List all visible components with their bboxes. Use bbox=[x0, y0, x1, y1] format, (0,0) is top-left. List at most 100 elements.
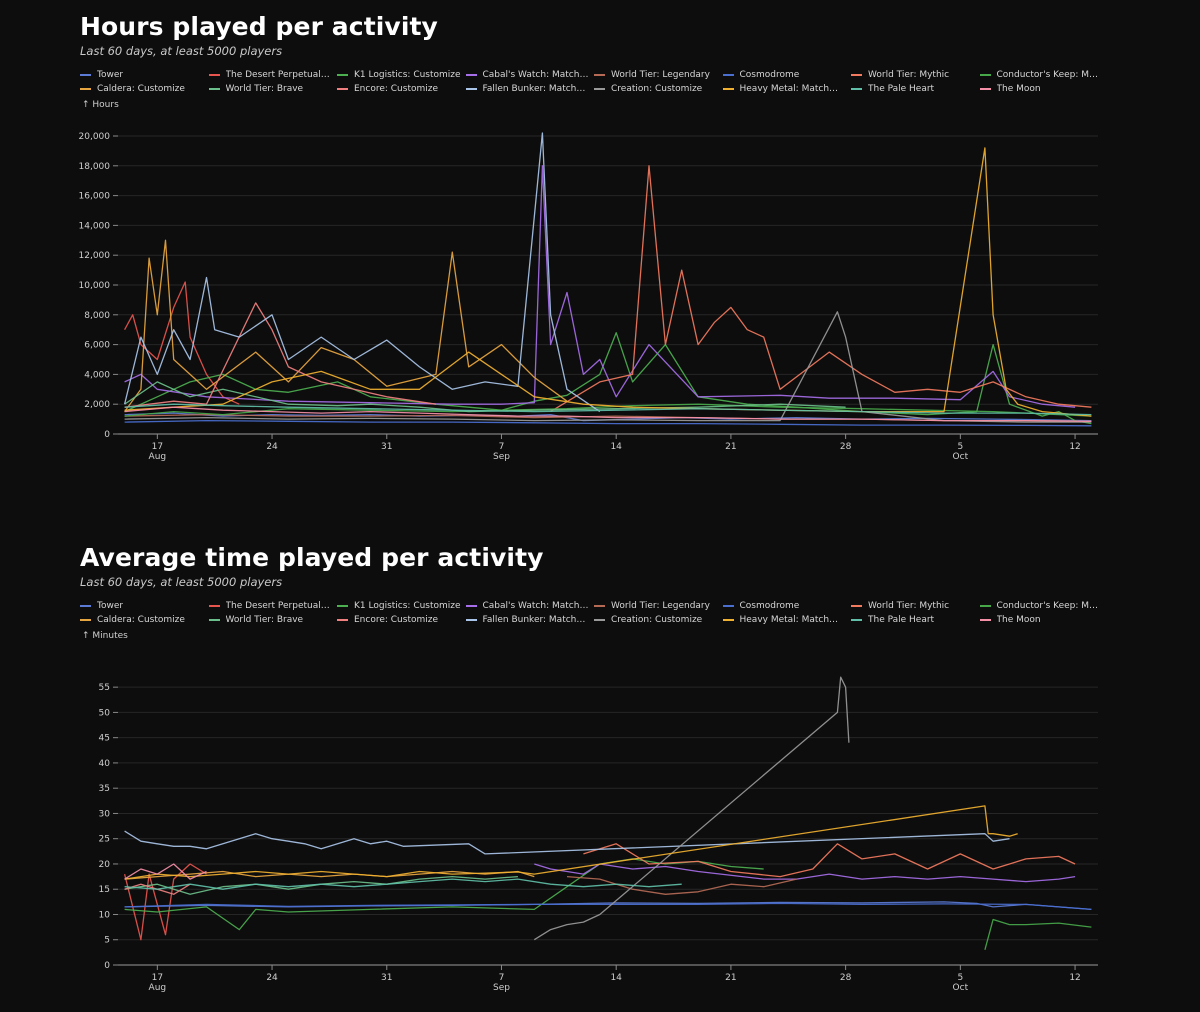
y-tick-label: 8,000 bbox=[84, 311, 110, 321]
chart-title: Average time played per activity bbox=[80, 543, 544, 572]
legend-item-tower[interactable]: Tower bbox=[80, 68, 204, 82]
legend-item-world-tier-legendary[interactable]: World Tier: Legendary bbox=[594, 68, 718, 82]
series-line-the-pale-heart bbox=[124, 878, 682, 890]
legend-item-conductor-s-keep-match[interactable]: Conductor's Keep: Match... bbox=[979, 68, 1104, 82]
legend-item-world-tier-mythic[interactable]: World Tier: Mythic bbox=[851, 68, 975, 82]
series-line-cosmodrome bbox=[124, 419, 1092, 427]
legend-item-encore-customize[interactable]: Encore: Customize bbox=[337, 82, 461, 96]
x-tick-label: 14 bbox=[610, 973, 622, 983]
legend-swatch bbox=[465, 619, 477, 621]
series-line-fallen-bunker-matchmade bbox=[123, 132, 601, 413]
y-tick-label: 4,000 bbox=[84, 370, 110, 380]
legend-item-cosmodrome[interactable]: Cosmodrome bbox=[722, 68, 847, 82]
legend-item-cosmodrome[interactable]: Cosmodrome bbox=[722, 599, 847, 613]
legend-item-fallen-bunker-matchmade[interactable]: Fallen Bunker: Matchmade bbox=[465, 82, 590, 96]
series-line-world-tier-mythic bbox=[550, 165, 1092, 413]
y-tick-label: 15 bbox=[99, 885, 110, 895]
legend-item-world-tier-legendary[interactable]: World Tier: Legendary bbox=[594, 599, 718, 613]
legend-swatch bbox=[722, 88, 734, 90]
x-tick-month-label: Sep bbox=[493, 983, 510, 993]
legend-swatch bbox=[80, 619, 91, 621]
series-line-caldera-customize bbox=[124, 239, 568, 412]
series-line-world-tier-legendary bbox=[566, 875, 797, 895]
legend-swatch bbox=[722, 74, 734, 76]
series-line-heavy-metal-matchmade bbox=[124, 805, 1018, 880]
chart-subtitle: Last 60 days, at least 5000 players bbox=[80, 575, 283, 589]
legend-swatch bbox=[851, 88, 862, 90]
legend-swatch bbox=[851, 605, 862, 607]
legend-item-heavy-metal-matchmade[interactable]: Heavy Metal: Matchmade bbox=[722, 82, 847, 96]
series-line-fallen-bunker-matchmade bbox=[124, 830, 1010, 855]
legend-item-world-tier-mythic[interactable]: World Tier: Mythic bbox=[851, 599, 975, 613]
y-tick-label: 2,000 bbox=[84, 400, 110, 410]
y-axis-label: ↑ Hours bbox=[82, 100, 119, 110]
x-tick-month-label: Oct bbox=[953, 452, 969, 462]
legend-item-the-moon[interactable]: The Moon bbox=[979, 613, 1104, 627]
series-line-world-tier-brave bbox=[124, 381, 846, 413]
y-tick-label: 10,000 bbox=[79, 281, 111, 291]
legend-item-the-pale-heart[interactable]: The Pale Heart bbox=[851, 613, 975, 627]
y-tick-label: 20 bbox=[99, 860, 111, 870]
legend-item-caldera-customize[interactable]: Caldera: Customize bbox=[80, 613, 204, 627]
x-tick-label: 5 bbox=[957, 442, 963, 452]
y-tick-label: 16,000 bbox=[79, 192, 111, 202]
series-line-the-pale-heart bbox=[124, 403, 1092, 416]
legend-swatch bbox=[979, 619, 991, 621]
legend-item-creation-customize[interactable]: Creation: Customize bbox=[594, 82, 718, 96]
legend-swatch bbox=[208, 605, 220, 607]
x-tick-label: 14 bbox=[610, 442, 622, 452]
y-axis-label: ↑ Minutes bbox=[82, 631, 128, 641]
x-tick-label: 7 bbox=[499, 442, 505, 452]
legend-item-tower[interactable]: Tower bbox=[80, 599, 204, 613]
legend-item-cabal-s-watch-matchma[interactable]: Cabal's Watch: Matchma... bbox=[465, 599, 590, 613]
legend-item-creation-customize[interactable]: Creation: Customize bbox=[594, 613, 718, 627]
legend-item-the-moon[interactable]: The Moon bbox=[979, 82, 1104, 96]
hours-played-panel: Hours played per activity Last 60 days, … bbox=[0, 0, 1200, 470]
x-tick-label: 12 bbox=[1069, 442, 1080, 452]
legend-item-fallen-bunker-matchmade[interactable]: Fallen Bunker: Matchmade bbox=[465, 613, 590, 627]
legend-item-conductor-s-keep-match[interactable]: Conductor's Keep: Match... bbox=[979, 599, 1104, 613]
legend-swatch bbox=[337, 605, 348, 607]
legend-item-encore-customize[interactable]: Encore: Customize bbox=[337, 613, 461, 627]
y-tick-label: 40 bbox=[99, 759, 111, 769]
x-tick-month-label: Oct bbox=[953, 983, 969, 993]
legend-swatch bbox=[594, 74, 605, 76]
series-line-k1-logistics-customize bbox=[124, 332, 1092, 425]
y-tick-label: 20,000 bbox=[79, 132, 111, 142]
x-tick-month-label: Aug bbox=[149, 452, 167, 462]
hours-played-chart: 0 2,000 4,000 6,000 8,000 10,000 12,000 14,000 1… bbox=[79, 132, 1098, 462]
chart-title: Hours played per activity bbox=[80, 12, 438, 41]
y-tick-label: 45 bbox=[99, 734, 110, 744]
series-line-the-desert-perpetual-sta bbox=[124, 281, 240, 405]
legend-item-the-desert-perpetual-sta[interactable]: The Desert Perpetual: Sta... bbox=[208, 599, 333, 613]
legend-item-the-desert-perpetual-sta[interactable]: The Desert Perpetual: Sta... bbox=[208, 68, 333, 82]
legend-item-caldera-customize[interactable]: Caldera: Customize bbox=[80, 82, 204, 96]
legend-swatch bbox=[80, 88, 91, 90]
legend-item-heavy-metal-matchmade[interactable]: Heavy Metal: Matchmade bbox=[722, 613, 847, 627]
legend-swatch bbox=[722, 605, 734, 607]
legend-swatch bbox=[722, 619, 734, 621]
legend-item-world-tier-brave[interactable]: World Tier: Brave bbox=[208, 613, 333, 627]
legend-item-world-tier-brave[interactable]: World Tier: Brave bbox=[208, 82, 333, 96]
legend-item-cabal-s-watch-matchma[interactable]: Cabal's Watch: Matchma... bbox=[465, 68, 590, 82]
series-line-heavy-metal-matchmade bbox=[124, 147, 1092, 417]
legend-item-k1-logistics-customize[interactable]: K1 Logistics: Customize bbox=[337, 68, 461, 82]
legend-swatch bbox=[80, 605, 91, 607]
legend-swatch bbox=[594, 619, 605, 621]
series-line-world-tier-mythic bbox=[583, 843, 1076, 878]
series-line-creation-customize bbox=[124, 311, 1092, 423]
series-line-encore-customize bbox=[124, 302, 436, 408]
chart-subtitle: Last 60 days, at least 5000 players bbox=[80, 44, 283, 58]
y-tick-label: 6,000 bbox=[84, 341, 110, 351]
y-tick-label: 14,000 bbox=[79, 221, 111, 231]
legend-swatch bbox=[208, 74, 220, 76]
x-tick-label: 17 bbox=[152, 442, 163, 452]
series-line-the-moon bbox=[124, 863, 207, 880]
legend-item-the-pale-heart[interactable]: The Pale Heart bbox=[851, 82, 975, 96]
legend-swatch bbox=[80, 74, 91, 76]
y-tick-label: 12,000 bbox=[79, 251, 111, 261]
x-tick-label: 31 bbox=[381, 973, 392, 983]
legend-swatch bbox=[851, 619, 862, 621]
x-tick-label: 31 bbox=[381, 442, 392, 452]
legend-item-k1-logistics-customize[interactable]: K1 Logistics: Customize bbox=[337, 599, 461, 613]
